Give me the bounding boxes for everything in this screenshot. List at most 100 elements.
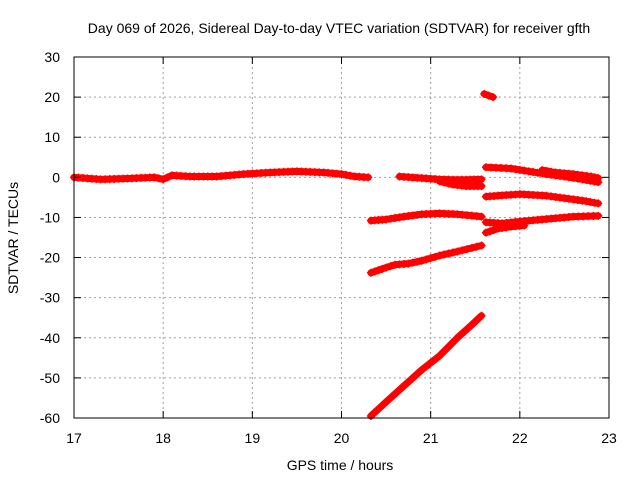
data-point-marker bbox=[346, 171, 355, 180]
data-point-marker bbox=[386, 262, 395, 271]
data-point-marker bbox=[538, 166, 547, 175]
data-point-marker bbox=[472, 242, 481, 251]
data-point-marker bbox=[364, 173, 373, 182]
data-point-marker bbox=[150, 173, 159, 182]
y-tick-label: -50 bbox=[40, 370, 60, 386]
data-point-marker bbox=[370, 267, 379, 276]
data-point-marker bbox=[159, 175, 168, 184]
data-point-marker bbox=[477, 311, 486, 320]
data-point-marker bbox=[590, 173, 599, 182]
data-point-marker bbox=[477, 182, 486, 191]
y-tick-label: 30 bbox=[44, 49, 60, 65]
data-point-marker bbox=[163, 173, 172, 182]
series-arc-k bbox=[481, 221, 529, 237]
series-arc-c bbox=[366, 209, 486, 225]
data-point-marker bbox=[485, 227, 494, 236]
data-point-marker bbox=[453, 247, 462, 256]
grid-lines bbox=[74, 57, 609, 418]
series-arc-e bbox=[366, 311, 486, 420]
data-point-marker bbox=[366, 268, 375, 277]
data-point-marker bbox=[440, 178, 449, 187]
data-point-marker bbox=[582, 197, 591, 206]
data-point-marker bbox=[578, 196, 587, 205]
axis-ticks: -60 -50 -40 -30 -20 -10 0 10 20 30 17 18 19 20 21 22 23 bbox=[40, 49, 617, 446]
x-tick-label: 19 bbox=[245, 430, 261, 446]
data-point-marker bbox=[520, 166, 529, 175]
x-tick-label: 17 bbox=[66, 430, 82, 446]
data-point-marker bbox=[489, 93, 498, 102]
data-point-marker bbox=[506, 164, 515, 173]
data-point-marker bbox=[413, 257, 422, 266]
y-tick-label: 10 bbox=[44, 129, 60, 145]
data-point-marker bbox=[547, 167, 556, 176]
data-point-marker bbox=[391, 214, 399, 223]
data-point-marker bbox=[587, 172, 596, 181]
data-point-marker bbox=[382, 215, 391, 224]
data-point-marker bbox=[431, 252, 440, 261]
data-point-marker bbox=[386, 214, 395, 223]
data-point-marker bbox=[382, 263, 391, 272]
data-point-marker bbox=[154, 174, 163, 183]
data-point-marker bbox=[542, 166, 551, 175]
x-tick-label: 23 bbox=[601, 430, 617, 446]
data-point-marker bbox=[524, 167, 533, 176]
data-point-marker bbox=[477, 175, 486, 184]
data-point-marker bbox=[422, 255, 431, 264]
data-point-marker bbox=[489, 226, 498, 235]
series-arc-main bbox=[70, 167, 373, 184]
data-point-marker bbox=[477, 212, 486, 221]
y-tick-label: -10 bbox=[40, 209, 60, 225]
data-points bbox=[70, 89, 603, 420]
series-trace bbox=[367, 312, 485, 420]
series-arc-j bbox=[481, 211, 603, 228]
series-arc-h bbox=[538, 166, 603, 183]
data-point-marker bbox=[444, 179, 453, 188]
data-point-marker bbox=[463, 245, 472, 254]
data-point-marker bbox=[480, 89, 489, 98]
data-point-marker bbox=[467, 243, 476, 252]
y-tick-label: -60 bbox=[40, 410, 60, 426]
y-tick-label: 20 bbox=[44, 89, 60, 105]
data-point-marker bbox=[378, 264, 387, 273]
data-point-marker bbox=[435, 251, 444, 260]
series-arc-d bbox=[366, 241, 486, 277]
y-tick-label: -30 bbox=[40, 290, 60, 306]
data-point-marker bbox=[448, 248, 457, 257]
x-tick-label: 22 bbox=[512, 430, 528, 446]
data-point-marker bbox=[444, 249, 453, 258]
data-point-marker bbox=[515, 165, 524, 174]
y-axis-label: SDTVAR / TECUs bbox=[5, 182, 21, 294]
y-tick-label: -20 bbox=[40, 250, 60, 266]
data-point-marker bbox=[440, 250, 449, 259]
series-arc-i bbox=[481, 190, 603, 208]
data-point-marker bbox=[374, 266, 383, 275]
series-arc-f bbox=[480, 89, 498, 102]
x-tick-label: 20 bbox=[334, 430, 350, 446]
data-point-marker bbox=[586, 198, 595, 207]
data-point-marker bbox=[408, 258, 417, 267]
data-point-marker bbox=[529, 168, 538, 177]
x-axis-label: GPS time / hours bbox=[287, 457, 394, 473]
data-point-marker bbox=[337, 170, 346, 179]
data-point-marker bbox=[594, 199, 603, 208]
x-tick-label: 21 bbox=[423, 430, 439, 446]
chart-title: Day 069 of 2026, Sidereal Day-to-day VTE… bbox=[88, 20, 590, 36]
data-point-marker bbox=[341, 170, 350, 179]
data-point-marker bbox=[426, 254, 435, 263]
data-point-marker bbox=[477, 241, 486, 250]
series-arc-b bbox=[435, 177, 486, 191]
data-point-marker bbox=[395, 213, 404, 222]
data-point-marker bbox=[520, 221, 529, 230]
data-point-marker bbox=[481, 228, 490, 237]
data-point-marker bbox=[484, 91, 493, 100]
data-point-marker bbox=[511, 165, 520, 174]
data-point-marker bbox=[435, 177, 444, 186]
data-point-marker bbox=[404, 259, 413, 268]
data-point-marker bbox=[590, 198, 599, 207]
data-point-marker bbox=[594, 211, 603, 220]
data-point-marker bbox=[458, 246, 467, 255]
data-point-marker bbox=[417, 256, 426, 265]
x-tick-label: 18 bbox=[155, 430, 171, 446]
y-tick-label: -40 bbox=[40, 330, 60, 346]
